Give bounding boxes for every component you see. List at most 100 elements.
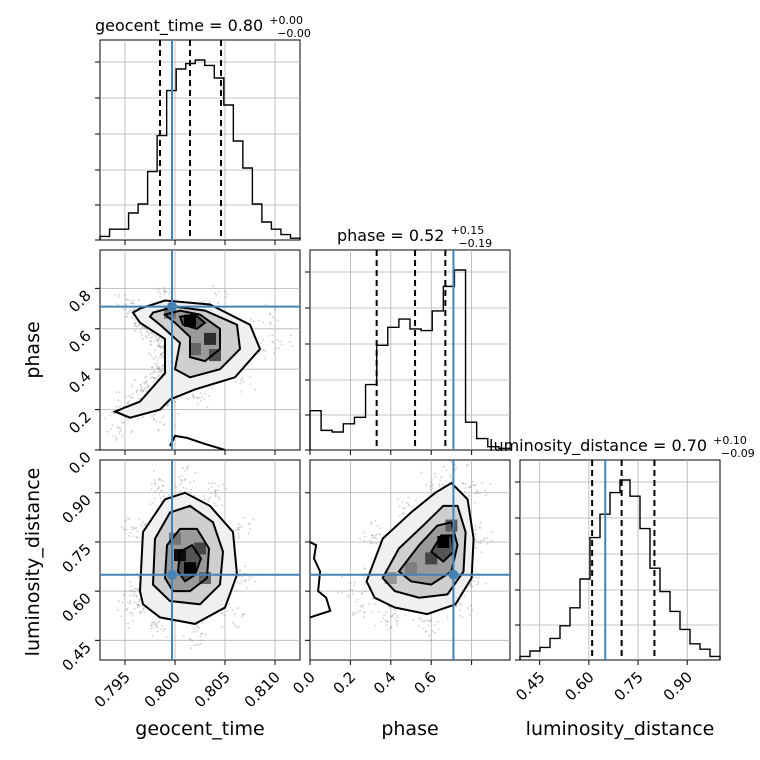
panel-content (100, 285, 294, 450)
scatter-point (142, 608, 145, 611)
scatter-point (156, 365, 159, 368)
scatter-point (128, 310, 131, 312)
scatter-point (363, 540, 366, 542)
scatter-point (336, 591, 339, 594)
scatter-point (481, 482, 484, 485)
scatter-point (196, 626, 199, 629)
scatter-point (158, 337, 161, 340)
scatter-point (181, 475, 184, 478)
scatter-point (275, 347, 277, 350)
y-tick-label-luminosity-distance: 0.90 (58, 491, 94, 527)
scatter-point (127, 311, 130, 314)
scatter-point (143, 610, 146, 613)
scatter-point (204, 299, 207, 302)
scatter-point (150, 621, 153, 624)
scatter-point (151, 332, 154, 335)
scatter-point (191, 639, 194, 642)
scatter-point (233, 624, 236, 627)
scatter-point (469, 583, 472, 586)
scatter-point (159, 292, 162, 295)
scatter-point (223, 290, 226, 293)
scatter-point (378, 533, 381, 536)
scatter-point (119, 405, 121, 408)
scatter-point (135, 603, 138, 605)
scatter-point (168, 493, 170, 496)
scatter-point (401, 500, 403, 503)
scatter-point (134, 322, 137, 325)
scatter-point (394, 617, 397, 620)
scatter-point (363, 567, 366, 570)
scatter-point (135, 390, 138, 393)
scatter-point (131, 528, 134, 531)
scatter-point (262, 349, 265, 352)
scatter-point (151, 634, 154, 637)
scatter-point (133, 323, 136, 326)
scatter-point (162, 495, 165, 498)
scatter-point (143, 524, 146, 526)
scatter-point (218, 290, 221, 293)
scatter-point (161, 356, 163, 359)
scatter-point (132, 299, 135, 302)
scatter-point (115, 436, 118, 439)
scatter-point (241, 613, 244, 616)
scatter-point (204, 392, 206, 395)
scatter-point (469, 585, 472, 588)
scatter-point (154, 363, 157, 366)
scatter-point (232, 621, 235, 624)
scatter-point (455, 605, 458, 608)
scatter-point (150, 624, 153, 626)
scatter-point (162, 289, 165, 292)
scatter-point (203, 498, 206, 500)
scatter-point (370, 521, 373, 524)
scatter-point (380, 620, 383, 623)
scatter-point (155, 287, 158, 290)
scatter-point (115, 391, 118, 394)
scatter-point (478, 526, 481, 529)
scatter-point (137, 299, 140, 302)
scatter-point (271, 334, 274, 337)
scatter-point (475, 489, 478, 492)
y-tick-label-phase: 0.6 (65, 327, 95, 357)
contour-line-4 (310, 541, 332, 619)
scatter-point (129, 396, 132, 399)
scatter-point (484, 582, 487, 585)
scatter-point (246, 586, 249, 589)
y-tick-label-phase: 0.8 (65, 287, 95, 317)
scatter-point (217, 301, 220, 304)
scatter-point (150, 627, 153, 630)
scatter-point (151, 376, 154, 379)
x-tick-label-luminosity-distance: 0.60 (561, 668, 597, 704)
scatter-point (127, 418, 129, 421)
density-cell (437, 536, 450, 548)
contour-line-0 (138, 491, 239, 625)
scatter-point (124, 519, 127, 522)
contour-line-3 (429, 534, 455, 563)
scatter-point (134, 325, 137, 327)
scatter-point (163, 627, 166, 630)
scatter-point (471, 585, 474, 588)
scatter-point (153, 334, 156, 337)
scatter-point (474, 528, 477, 531)
scatter-point (190, 647, 193, 650)
scatter-point (189, 638, 192, 641)
scatter-point (431, 487, 434, 490)
scatter-point (126, 401, 129, 404)
histogram-luminosity-distance (515, 460, 721, 665)
scatter-point (155, 623, 158, 626)
panel-frame (99, 459, 301, 661)
scatter-point (390, 625, 393, 628)
scatter-point (152, 621, 155, 624)
scatter-point (152, 357, 155, 360)
x-tick-label-luminosity-distance: 0.45 (512, 668, 548, 704)
scatter-point (208, 300, 211, 303)
scatter-point (156, 377, 158, 380)
scatter-point (231, 608, 234, 611)
scatter-point (167, 403, 170, 406)
scatter-point (214, 489, 217, 492)
scatter-point (144, 376, 147, 379)
scatter-point (147, 383, 150, 386)
scatter-point (127, 402, 130, 405)
scatter-point (189, 481, 192, 484)
scatter-point (239, 569, 242, 572)
scatter-point (363, 615, 366, 618)
